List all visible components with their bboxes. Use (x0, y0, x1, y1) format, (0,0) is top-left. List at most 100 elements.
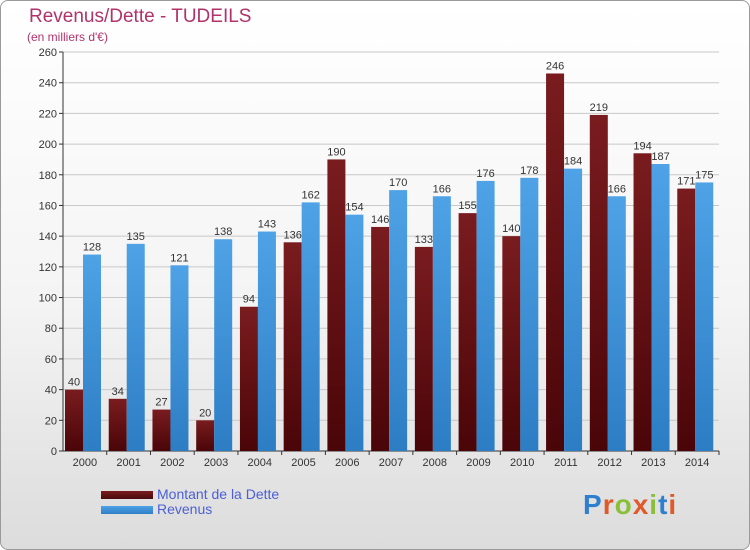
value-label-revenus: 143 (258, 219, 276, 231)
y-tick-label: 240 (39, 78, 57, 90)
x-tick-label: 2001 (116, 457, 140, 469)
value-label-revenus: 187 (651, 151, 669, 163)
value-label-revenus: 176 (476, 168, 494, 180)
bar-revenus (345, 214, 364, 451)
legend-label-dette: Montant de la Dette (157, 486, 280, 502)
value-label-dette: 155 (458, 200, 476, 212)
x-tick-label: 2007 (379, 457, 403, 469)
bar-dette (327, 159, 346, 451)
value-label-dette: 94 (243, 294, 255, 306)
value-label-revenus: 166 (608, 183, 626, 195)
value-label-dette: 219 (590, 102, 608, 114)
value-label-dette: 246 (546, 60, 564, 72)
bar-revenus (214, 239, 233, 451)
value-label-revenus: 175 (695, 169, 713, 181)
value-label-dette: 34 (112, 386, 124, 398)
x-tick-label: 2013 (641, 457, 665, 469)
y-tick-label: 220 (39, 108, 57, 120)
value-label-revenus: 170 (389, 177, 407, 189)
bar-revenus (83, 254, 101, 451)
x-tick-label: 2003 (204, 457, 228, 469)
bar-revenus (257, 231, 276, 451)
x-tick-label: 2008 (422, 457, 446, 469)
x-tick-label: 2011 (554, 457, 578, 469)
value-label-dette: 133 (415, 234, 433, 246)
bar-revenus (432, 196, 451, 451)
x-tick-label: 2014 (685, 457, 709, 469)
bar-dette (196, 420, 215, 451)
y-tick-label: 80 (45, 323, 57, 335)
y-tick-label: 160 (39, 200, 57, 212)
proxiti-logo: Proxiti (583, 489, 677, 521)
bar-dette (458, 213, 477, 451)
bar-dette (152, 409, 171, 451)
bar-revenus (170, 265, 189, 451)
value-label-dette: 27 (155, 397, 167, 409)
value-label-revenus: 166 (433, 183, 451, 195)
bar-dette (371, 226, 390, 451)
x-tick-label: 2004 (248, 457, 272, 469)
y-tick-label: 0 (51, 446, 57, 458)
bar-revenus (651, 164, 670, 451)
legend-swatch-revenus (101, 506, 153, 514)
x-tick-label: 2005 (291, 457, 315, 469)
value-label-dette: 20 (199, 407, 211, 419)
logo-letter: P (583, 489, 603, 520)
bar-dette (239, 306, 258, 451)
value-label-dette: 146 (371, 214, 389, 226)
value-label-dette: 136 (283, 229, 301, 241)
bar-dette (65, 389, 83, 451)
value-label-revenus: 128 (83, 242, 101, 254)
logo-letter: t (658, 489, 669, 520)
legend-label-revenus: Revenus (157, 501, 213, 517)
bar-dette (283, 242, 302, 451)
value-label-revenus: 135 (127, 231, 145, 243)
value-label-dette: 190 (327, 146, 345, 158)
bar-dette (546, 73, 565, 451)
bar-dette (108, 398, 127, 451)
value-label-dette: 40 (68, 377, 80, 389)
bar-dette (677, 188, 696, 452)
bar-dette (502, 236, 521, 451)
logo-letter: x (632, 489, 650, 520)
y-tick-label: 100 (39, 293, 57, 305)
chart-subtitle: (en milliers d'€) (27, 30, 108, 44)
value-label-revenus: 184 (564, 156, 582, 168)
y-tick-label: 20 (45, 415, 57, 427)
value-label-revenus: 154 (345, 202, 363, 214)
bar-revenus (607, 196, 626, 451)
x-tick-label: 2006 (335, 457, 359, 469)
bar-revenus (389, 190, 408, 451)
x-tick-label: 2002 (160, 457, 184, 469)
y-tick-label: 60 (45, 354, 57, 366)
bar-revenus (476, 180, 495, 451)
y-tick-label: 200 (39, 139, 57, 151)
bar-revenus (695, 182, 714, 451)
logo-letter: i (649, 489, 659, 520)
bar-revenus (301, 202, 320, 451)
value-label-revenus: 178 (520, 165, 538, 177)
y-tick-label: 40 (45, 385, 57, 397)
logo-letter: r (602, 489, 615, 520)
value-label-revenus: 162 (301, 189, 319, 201)
value-label-dette: 140 (502, 223, 520, 235)
value-label-dette: 194 (633, 140, 651, 152)
y-tick-label: 260 (39, 47, 57, 59)
bar-dette (589, 114, 608, 452)
x-tick-label: 2010 (510, 457, 534, 469)
y-tick-label: 140 (39, 231, 57, 243)
bar-revenus (126, 243, 145, 451)
y-tick-label: 180 (39, 170, 57, 182)
value-label-dette: 171 (677, 176, 695, 188)
value-label-revenus: 121 (170, 252, 188, 264)
bar-dette (414, 246, 433, 451)
x-tick-label: 2009 (466, 457, 490, 469)
x-tick-label: 2000 (73, 457, 97, 469)
value-label-revenus: 138 (214, 226, 232, 238)
chart-title: Revenus/Dette - TUDEILS (29, 6, 252, 27)
logo-letter: o (614, 489, 633, 520)
bar-revenus (564, 168, 583, 451)
y-tick-label: 120 (39, 262, 57, 274)
